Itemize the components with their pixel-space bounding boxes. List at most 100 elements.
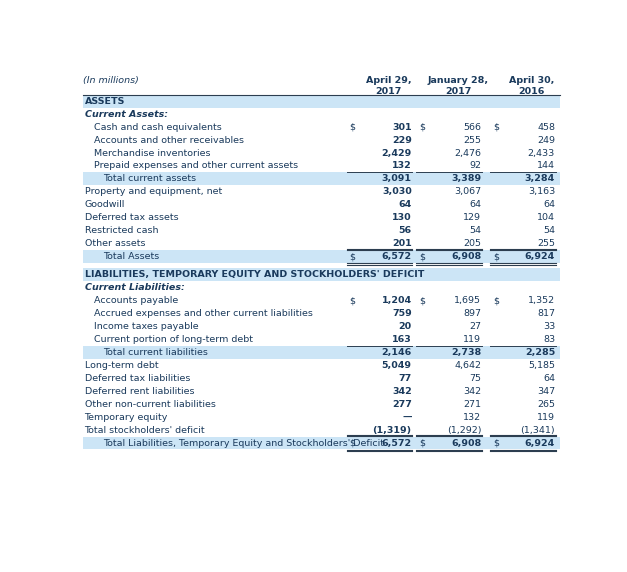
Text: Total current liabilities: Total current liabilities [103,348,208,357]
Text: 255: 255 [537,239,555,248]
Text: $: $ [350,252,356,261]
Text: Accounts and other receivables: Accounts and other receivables [94,136,244,145]
Text: 2,476: 2,476 [455,149,482,157]
Text: 205: 205 [463,239,482,248]
Bar [83,268,560,281]
Text: 6,908: 6,908 [451,439,482,447]
Bar [83,95,560,108]
Bar [83,359,560,372]
Text: Total stockholders' deficit: Total stockholders' deficit [85,426,205,435]
Bar [83,281,560,294]
Text: $: $ [419,122,425,132]
Bar [83,250,560,263]
Text: $: $ [493,252,499,261]
Text: (In millions): (In millions) [83,76,139,85]
Text: Current portion of long-term debt: Current portion of long-term debt [94,335,253,344]
Text: 817: 817 [537,309,555,318]
Text: 119: 119 [463,335,482,344]
Text: 129: 129 [463,213,482,222]
Text: 130: 130 [392,213,411,222]
Text: 271: 271 [463,400,482,409]
Bar [83,237,560,250]
Text: $: $ [419,439,425,447]
Text: Temporary equity: Temporary equity [85,412,168,422]
Text: 566: 566 [463,122,482,132]
Bar [83,411,560,424]
Bar [83,211,560,224]
Text: 458: 458 [537,122,555,132]
Text: 75: 75 [470,374,482,383]
Text: April 29,
2017: April 29, 2017 [366,76,411,96]
Text: Current Liabilities:: Current Liabilities: [85,283,184,292]
Text: 301: 301 [392,122,411,132]
Bar [83,134,560,146]
Text: 83: 83 [543,335,555,344]
Text: Goodwill: Goodwill [85,200,125,209]
Text: Total Liabilities, Temporary Equity and Stockholders' Deficit: Total Liabilities, Temporary Equity and … [103,439,384,447]
Text: $: $ [493,122,499,132]
Text: Prepaid expenses and other current assets: Prepaid expenses and other current asset… [94,161,298,170]
Text: 64: 64 [470,200,482,209]
Text: 77: 77 [398,374,411,383]
Text: 64: 64 [398,200,411,209]
Bar [83,108,560,121]
Text: 2,738: 2,738 [451,348,482,357]
Text: (1,292): (1,292) [447,426,482,435]
Text: 54: 54 [543,226,555,235]
Bar [83,436,560,450]
Text: 54: 54 [470,226,482,235]
Text: 3,067: 3,067 [454,188,482,196]
Text: Accounts payable: Accounts payable [94,296,178,305]
Text: 1,204: 1,204 [381,296,411,305]
Bar [83,294,560,307]
Text: Other non-current liabilities: Other non-current liabilities [85,400,216,409]
Text: 265: 265 [537,400,555,409]
Text: $: $ [350,296,356,305]
Text: Cash and cash equivalents: Cash and cash equivalents [94,122,221,132]
Text: 20: 20 [399,322,411,331]
Bar [83,346,560,359]
Text: 6,572: 6,572 [381,439,411,447]
Text: 119: 119 [537,412,555,422]
Text: 201: 201 [392,239,411,248]
Text: 104: 104 [537,213,555,222]
Text: Long-term debt: Long-term debt [85,361,158,370]
Text: 6,908: 6,908 [451,252,482,261]
Text: 6,572: 6,572 [381,252,411,261]
Text: 255: 255 [463,136,482,145]
Bar [83,224,560,237]
Text: 3,091: 3,091 [382,174,411,184]
Text: 2,433: 2,433 [528,149,555,157]
Text: —: — [402,412,411,422]
Bar [83,160,560,172]
Text: Other assets: Other assets [85,239,145,248]
Text: 6,924: 6,924 [525,252,555,261]
Bar [83,172,560,185]
Bar [83,263,560,268]
Text: 347: 347 [537,387,555,396]
Text: 249: 249 [537,136,555,145]
Text: ASSETS: ASSETS [85,97,125,106]
Bar [83,307,560,320]
Text: April 30,
2016: April 30, 2016 [509,76,554,96]
Text: Property and equipment, net: Property and equipment, net [85,188,222,196]
Text: 163: 163 [392,335,411,344]
Text: 144: 144 [537,161,555,170]
Text: 3,030: 3,030 [382,188,411,196]
Text: $: $ [350,439,356,447]
Text: Current Assets:: Current Assets: [85,110,167,119]
Text: (1,319): (1,319) [372,426,411,435]
Text: Total current assets: Total current assets [103,174,196,184]
Bar [83,185,560,198]
Text: 342: 342 [392,387,411,396]
Bar [83,320,560,333]
Bar [83,385,560,398]
Text: $: $ [350,122,356,132]
Text: 3,163: 3,163 [528,188,555,196]
Text: $: $ [419,252,425,261]
Bar [83,146,560,160]
Text: 1,352: 1,352 [528,296,555,305]
Text: 92: 92 [470,161,482,170]
Text: 5,185: 5,185 [528,361,555,370]
Text: Deferred tax liabilities: Deferred tax liabilities [85,374,190,383]
